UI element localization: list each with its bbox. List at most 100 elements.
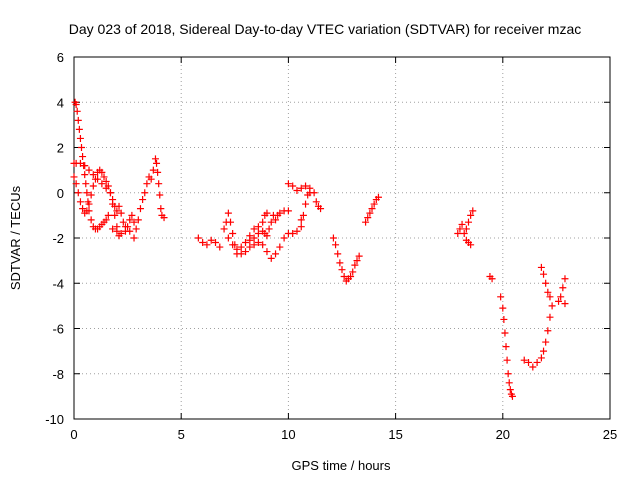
series-arc5 bbox=[194, 234, 224, 251]
data-point bbox=[224, 209, 232, 217]
x-tick-label: 25 bbox=[603, 427, 617, 442]
data-point bbox=[102, 216, 110, 224]
data-point bbox=[500, 315, 508, 323]
y-axis-label: SDTVAR / TECUs bbox=[8, 185, 23, 290]
data-point bbox=[254, 229, 262, 237]
series-arc16 bbox=[555, 275, 569, 308]
data-point bbox=[82, 180, 90, 188]
data-point bbox=[499, 304, 507, 312]
data-point bbox=[462, 225, 470, 233]
y-tick-label: -6 bbox=[52, 322, 64, 337]
data-point bbox=[111, 211, 119, 219]
data-point bbox=[141, 189, 149, 197]
data-point bbox=[336, 259, 344, 267]
data-point bbox=[87, 216, 95, 224]
x-tick-label: 10 bbox=[281, 427, 295, 442]
data-point bbox=[533, 358, 541, 366]
x-axis-label: GPS time / hours bbox=[292, 458, 391, 473]
data-point bbox=[334, 250, 342, 258]
series-arc10 bbox=[329, 234, 363, 285]
data-point bbox=[121, 223, 129, 231]
data-point bbox=[130, 218, 138, 226]
y-tick-label: -2 bbox=[52, 231, 64, 246]
y-tick-label: -8 bbox=[52, 367, 64, 382]
data-point bbox=[544, 327, 552, 335]
data-point bbox=[555, 297, 563, 305]
series-arc3 bbox=[72, 155, 168, 235]
series-arc15 bbox=[520, 263, 556, 371]
data-point bbox=[212, 239, 220, 247]
data-point bbox=[557, 293, 565, 301]
data-point bbox=[529, 363, 537, 371]
data-point bbox=[332, 241, 340, 249]
data-point bbox=[280, 234, 288, 242]
data-point bbox=[302, 200, 310, 208]
data-point bbox=[501, 329, 509, 337]
data-point bbox=[362, 218, 370, 226]
data-point bbox=[98, 168, 106, 176]
data-point bbox=[76, 159, 84, 167]
data-point bbox=[72, 180, 80, 188]
data-point bbox=[207, 236, 215, 244]
data-point bbox=[83, 189, 91, 197]
data-point bbox=[242, 248, 250, 256]
series-arc13 bbox=[486, 272, 496, 283]
data-point bbox=[297, 184, 305, 192]
data-point bbox=[70, 173, 78, 181]
y-tick-label: 0 bbox=[57, 186, 64, 201]
data-point bbox=[250, 234, 258, 242]
x-tick-label: 15 bbox=[388, 427, 402, 442]
data-point bbox=[542, 338, 550, 346]
data-point bbox=[293, 186, 301, 194]
data-point bbox=[540, 347, 548, 355]
data-point bbox=[79, 205, 87, 213]
data-point bbox=[349, 268, 357, 276]
data-point bbox=[117, 209, 125, 217]
data-point bbox=[81, 171, 89, 179]
data-point bbox=[503, 356, 511, 364]
data-point bbox=[134, 216, 142, 224]
data-point bbox=[74, 116, 82, 124]
data-point bbox=[157, 205, 165, 213]
data-point bbox=[109, 225, 117, 233]
data-point bbox=[117, 229, 125, 237]
data-point bbox=[98, 180, 106, 188]
data-point bbox=[254, 239, 262, 247]
data-point bbox=[126, 216, 134, 224]
data-point bbox=[293, 227, 301, 235]
data-point bbox=[75, 125, 83, 133]
data-point bbox=[508, 392, 516, 400]
data-point bbox=[106, 189, 114, 197]
data-point bbox=[542, 279, 550, 287]
data-point bbox=[488, 275, 496, 283]
data-point bbox=[132, 225, 140, 233]
series-arc8 bbox=[246, 209, 271, 240]
data-points bbox=[70, 98, 569, 400]
data-point bbox=[504, 370, 512, 378]
data-point bbox=[224, 234, 232, 242]
data-point bbox=[250, 241, 258, 249]
data-point bbox=[299, 211, 307, 219]
data-point bbox=[229, 229, 237, 237]
data-point bbox=[83, 207, 91, 215]
data-point bbox=[78, 144, 86, 151]
data-point bbox=[94, 175, 102, 183]
data-point bbox=[147, 175, 155, 183]
series-arc12 bbox=[454, 207, 477, 249]
data-point bbox=[284, 207, 292, 215]
data-point bbox=[544, 288, 552, 296]
data-point bbox=[297, 223, 305, 231]
data-point bbox=[149, 166, 157, 174]
x-tick-label: 5 bbox=[178, 427, 185, 442]
data-point bbox=[81, 162, 89, 170]
data-point bbox=[506, 386, 514, 394]
data-point bbox=[537, 354, 545, 362]
y-tick-label: -10 bbox=[45, 412, 64, 427]
data-point bbox=[353, 257, 361, 265]
data-point bbox=[229, 241, 237, 249]
axis-ticks: 0 5 10 15 20 25 -10 -8 -6 -4 -2 0 2 4 6 bbox=[45, 50, 617, 442]
data-point bbox=[374, 193, 382, 201]
data-point bbox=[155, 180, 163, 188]
y-tick-label: 2 bbox=[57, 141, 64, 156]
data-point bbox=[338, 266, 346, 274]
